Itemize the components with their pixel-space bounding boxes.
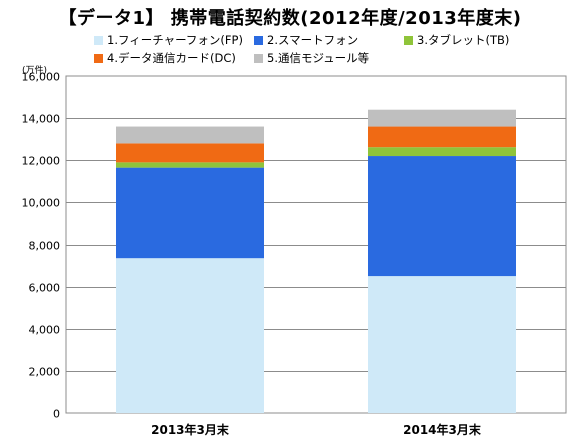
legend-item: 5.通信モジュール等: [254, 50, 369, 66]
y-tick-label: 0: [53, 408, 60, 421]
bar-segment: [368, 276, 516, 413]
y-tick-label: 12,000: [22, 155, 61, 168]
y-tick-label: 6,000: [29, 282, 61, 295]
y-tick-label: 10,000: [22, 197, 61, 210]
legend-swatch: [254, 35, 263, 45]
legend-swatch: [404, 35, 413, 45]
chart-title: 【データ1】 携帯電話契約数(2012年度/2013年度末): [58, 8, 522, 29]
legend-label: 1.フィーチャーフォン(FP): [107, 33, 243, 47]
legend-item: 2.スマートフォン: [254, 32, 358, 48]
bar-segment: [368, 147, 516, 157]
legend-item: 3.タブレット(TB): [404, 32, 509, 48]
bar-segment: [116, 126, 264, 144]
legend: 1.フィーチャーフォン(FP) 2.スマートフォン 3.タブレット(TB) 4.データ…: [94, 32, 564, 68]
legend-label: 2.スマートフォン: [267, 33, 359, 47]
y-tick-label: 14,000: [22, 113, 61, 126]
legend-label: 3.タブレット(TB): [417, 33, 510, 47]
legend-swatch: [94, 53, 103, 63]
legend-swatch: [254, 53, 263, 63]
bar-segment: [116, 258, 264, 413]
legend-item: 1.フィーチャーフォン(FP): [94, 32, 243, 48]
legend-label: 4.データ通信カード(DC): [107, 51, 236, 65]
y-tick-label: 4,000: [29, 324, 61, 337]
y-tick-label: 16,000: [22, 71, 61, 84]
bar-segment: [368, 156, 516, 277]
plot-border: [65, 75, 567, 414]
legend-label: 5.通信モジュール等: [267, 51, 370, 65]
legend-item: 4.データ通信カード(DC): [94, 50, 236, 66]
bar-segment: [116, 167, 264, 259]
bar-segment: [368, 126, 516, 148]
y-axis-unit: (万件): [22, 66, 48, 76]
legend-swatch: [94, 35, 103, 45]
x-tick-label: 2014年3月末: [403, 422, 482, 437]
y-tick-label: 8,000: [29, 240, 61, 253]
y-tick-label: 2,000: [29, 366, 61, 379]
bar-segment: [116, 162, 264, 168]
bar-segment: [116, 143, 264, 163]
bar-segment: [368, 109, 516, 127]
x-tick-label: 2013年3月末: [151, 422, 230, 437]
